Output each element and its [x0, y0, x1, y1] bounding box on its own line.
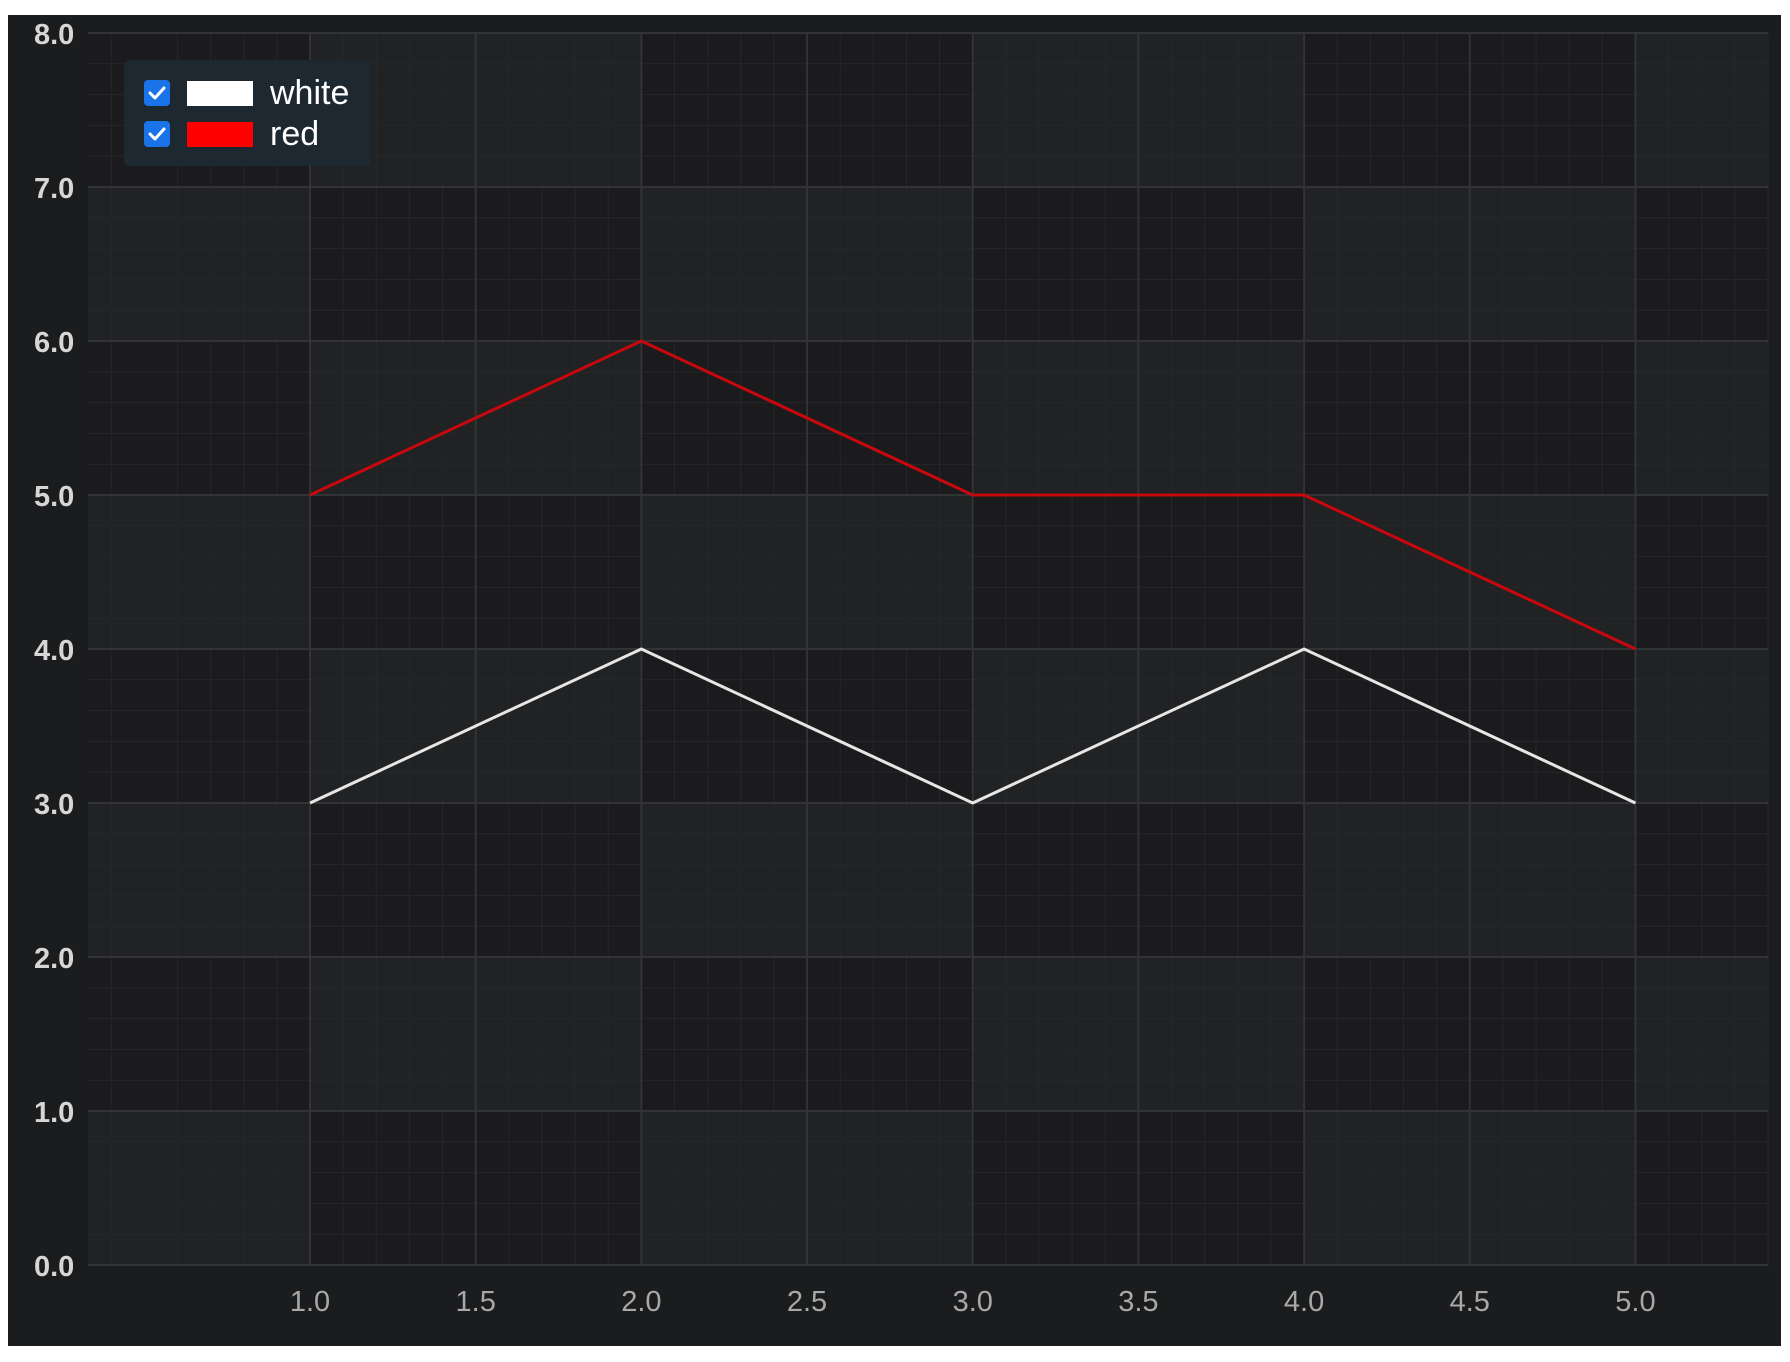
legend-item-red[interactable]: red [124, 114, 319, 154]
plot-band [88, 187, 311, 341]
checkmark-icon [148, 127, 166, 141]
y-tick-label: 6.0 [34, 327, 74, 359]
x-tick-label: 1.0 [290, 1286, 330, 1318]
y-tick-label: 5.0 [34, 481, 74, 513]
legend-item-white[interactable]: white [124, 73, 349, 113]
x-tick-label: 4.5 [1450, 1286, 1490, 1318]
y-tick-label: 2.0 [34, 943, 74, 975]
legend-swatch-red [187, 121, 253, 147]
checkmark-icon [148, 86, 166, 100]
series-line-white [309, 647, 1637, 805]
y-axis-tick-labels: 0.0 1.0 2.0 3.0 4.0 5.0 6.0 7.0 8.0 [34, 19, 74, 1283]
line-chart: 0.0 1.0 2.0 3.0 4.0 5.0 6.0 7.0 8.0 1.0 1.5 2.0 2.5… [34, 19, 1769, 1318]
y-tick-label: 0.0 [34, 1251, 74, 1283]
x-tick-label: 1.5 [456, 1286, 496, 1318]
x-tick-label: 3.5 [1118, 1286, 1158, 1318]
y-tick-label: 7.0 [34, 173, 74, 205]
x-tick-label: 2.5 [787, 1286, 827, 1318]
legend: white red [124, 60, 371, 166]
x-axis-tick-labels: 1.0 1.5 2.0 2.5 3.0 3.5 4.0 4.5 5.0 [290, 1286, 1656, 1318]
series-layer [309, 339, 1637, 805]
x-tick-label: 3.0 [953, 1286, 993, 1318]
legend-checkbox-white[interactable] [144, 80, 170, 106]
x-tick-label: 4.0 [1284, 1286, 1324, 1318]
legend-checkbox-red[interactable] [144, 121, 170, 147]
plot-band [88, 1111, 311, 1265]
legend-label-red: red [270, 114, 320, 153]
y-tick-label: 3.0 [34, 789, 74, 821]
plot-band [88, 495, 311, 649]
y-tick-label: 8.0 [34, 19, 74, 51]
x-tick-label: 5.0 [1615, 1286, 1655, 1318]
plot-band [88, 341, 311, 495]
series-line-red [309, 339, 1637, 651]
plot-band [88, 957, 311, 1111]
y-tick-label: 4.0 [34, 635, 74, 667]
x-tick-label: 2.0 [621, 1286, 661, 1318]
chart-container: 0.0 1.0 2.0 3.0 4.0 5.0 6.0 7.0 8.0 1.0 1.5 2.0 2.5… [8, 15, 1781, 1346]
plot-band [88, 803, 311, 957]
plot-band [88, 649, 311, 803]
y-tick-label: 1.0 [34, 1097, 74, 1129]
legend-swatch-white [187, 80, 253, 106]
legend-label-white: white [270, 73, 350, 112]
